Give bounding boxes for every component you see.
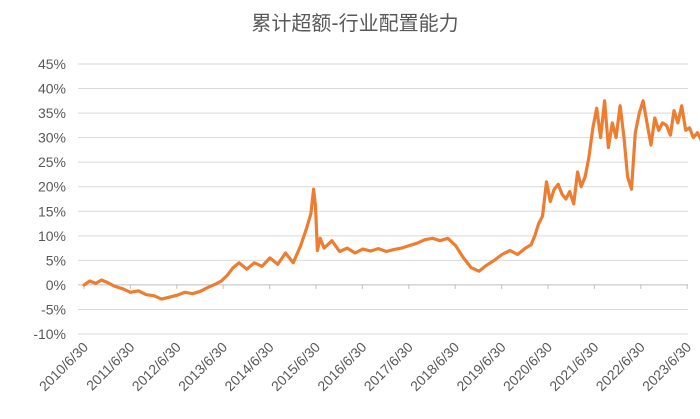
x-tick-label: 2021/6/30 (546, 339, 602, 395)
x-tick-label: 2015/6/30 (268, 339, 324, 395)
y-tick-label: 25% (38, 154, 66, 170)
x-tick-label: 2012/6/30 (129, 339, 185, 395)
x-tick-label: 2017/6/30 (361, 339, 417, 395)
x-tick-label: 2013/6/30 (175, 339, 231, 395)
y-tick-label: 0% (46, 277, 66, 293)
grid-layer (78, 63, 688, 335)
y-tick-label: 30% (38, 130, 66, 146)
x-tick-label: 2010/6/30 (36, 339, 92, 395)
x-tick-label: 2016/6/30 (314, 339, 370, 395)
series-line (82, 99, 700, 301)
y-tick-label: 45% (38, 56, 66, 72)
x-tick-label: 2018/6/30 (407, 339, 463, 395)
chart-title: 累计超额-行业配置能力 (251, 11, 458, 35)
x-tick-label: 2011/6/30 (83, 339, 138, 394)
y-tick-label: 15% (38, 203, 66, 219)
x-tick-label: 2020/6/30 (500, 339, 556, 395)
y-tick-label: 20% (38, 179, 66, 195)
y-axis-ticks: -10% -5% 0% 5% 10% 15% 20% 25% 30% 35% 40% 45% (33, 56, 66, 342)
y-tick-label: -5% (41, 301, 66, 317)
x-tick-label: 2023/6/30 (639, 339, 695, 395)
x-tick-label: 2014/6/30 (221, 339, 277, 395)
x-tick-label: 2022/6/30 (593, 339, 649, 395)
y-tick-label: 40% (38, 81, 66, 97)
y-tick-label: 5% (46, 252, 66, 268)
x-tick-label: 2019/6/30 (453, 339, 509, 395)
series-layer (82, 99, 700, 301)
x-axis-ticks: 2010/6/302011/6/302012/6/302013/6/302014… (36, 284, 695, 395)
y-tick-label: 10% (38, 228, 66, 244)
y-tick-label: 35% (38, 105, 66, 121)
y-tick-label: -10% (33, 326, 66, 342)
